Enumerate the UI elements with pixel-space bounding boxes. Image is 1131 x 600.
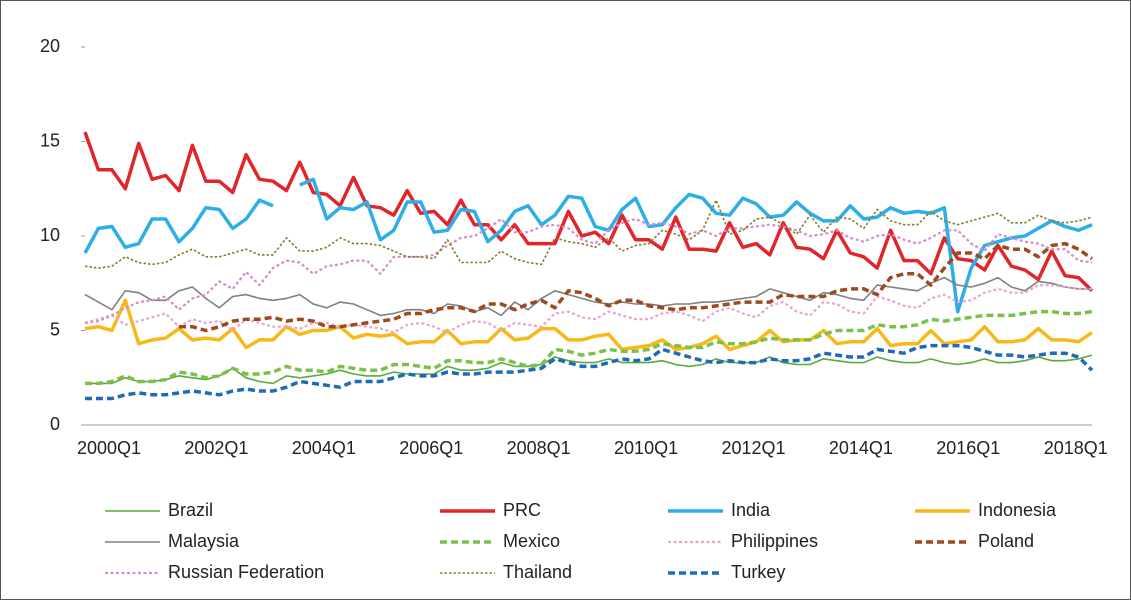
legend-label: Philippines — [731, 531, 818, 551]
x-tick-label: 2004Q1 — [292, 438, 356, 458]
series-line — [83, 131, 1094, 293]
series-line — [84, 284, 1092, 334]
legend-label: India — [731, 500, 771, 520]
legend-label: Thailand — [503, 562, 572, 582]
series-line — [83, 177, 1093, 314]
y-tick-label: 10 — [40, 225, 60, 245]
legend-label: Malaysia — [168, 531, 240, 551]
series-line — [85, 354, 1093, 385]
series-line — [85, 343, 1094, 401]
y-tick-label: 20 — [40, 36, 60, 56]
y-tick-label: 5 — [50, 319, 60, 339]
x-tick-label: 2014Q1 — [829, 438, 893, 458]
series-line — [85, 309, 1093, 386]
series-line — [179, 241, 1094, 333]
legend-label: PRC — [503, 500, 541, 520]
x-tick-label: 2006Q1 — [399, 438, 463, 458]
legend-label: Russian Federation — [168, 562, 324, 582]
x-tick-label: 2000Q1 — [77, 438, 141, 458]
series-line — [84, 217, 1093, 324]
x-tick-label: 2002Q1 — [184, 438, 248, 458]
legend-label: Brazil — [168, 500, 213, 520]
y-tick-label: 0 — [50, 414, 60, 434]
legend-label: Indonesia — [978, 500, 1057, 520]
legend-label: Poland — [978, 531, 1034, 551]
series-line — [84, 298, 1094, 352]
legend-label: Turkey — [731, 562, 785, 582]
x-tick-label: 2012Q1 — [721, 438, 785, 458]
x-tick-label: 2016Q1 — [936, 438, 1000, 458]
x-tick-label: 2018Q1 — [1044, 438, 1108, 458]
x-tick-label: 2010Q1 — [614, 438, 678, 458]
legend-label: Mexico — [503, 531, 560, 551]
series-line — [84, 199, 1093, 269]
y-tick-label: 15 — [40, 130, 60, 150]
series-line — [84, 276, 1092, 317]
x-tick-label: 2008Q1 — [507, 438, 571, 458]
